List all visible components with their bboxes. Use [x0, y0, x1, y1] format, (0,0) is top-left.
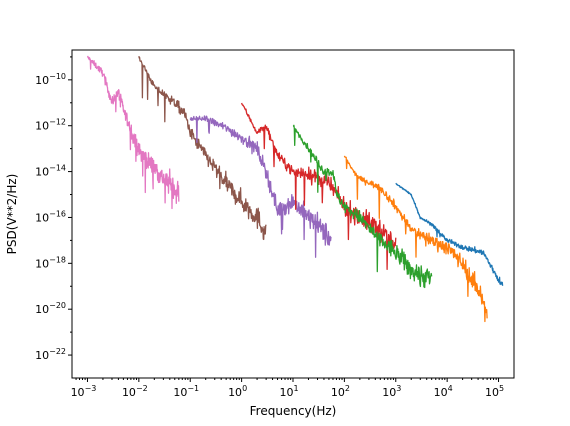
y-tick-label-6: 10−22: [35, 347, 66, 362]
plot-frame: [71, 49, 515, 379]
y-axis-ticks: 10−10 10−12 10−14 10−16 10−18 10−20 10−22: [35, 56, 72, 362]
y-tick-label-3: 10−16: [35, 209, 66, 224]
x-tick-label-2: 10−1: [173, 384, 199, 399]
x-tick-label-7: 104: [434, 384, 453, 399]
x-tick-label-8: 105: [485, 384, 504, 399]
series-layer: [86, 55, 504, 323]
y-tick-label-2: 10−14: [35, 164, 66, 179]
series-line-7: [395, 182, 504, 286]
series-line-5: [292, 124, 433, 289]
x-tick-label-1: 10−2: [122, 384, 148, 399]
x-tick-label-5: 102: [331, 384, 350, 399]
x-tick-label-0: 10−3: [71, 384, 97, 399]
y-tick-label-5: 10−20: [35, 301, 66, 316]
y-tick-label-1: 10−12: [35, 118, 66, 133]
series-line-4: [240, 102, 397, 271]
x-axis-ticks: 10−3 10−2 10−1 100 101 102 103 104 105: [71, 378, 504, 399]
x-tick-label-6: 103: [382, 384, 401, 399]
y-tick-label-0: 10−10: [35, 72, 66, 87]
x-axis-label: Frequency(Hz): [250, 404, 337, 418]
y-tick-label-4: 10−18: [35, 255, 66, 270]
x-tick-label-3: 100: [228, 384, 247, 399]
x-tick-label-4: 101: [279, 384, 298, 399]
y-axis-label: PSD(V**2/Hz): [5, 174, 19, 255]
series-line-2: [138, 55, 267, 241]
series-line-3: [189, 115, 332, 258]
series-line-6: [343, 155, 488, 323]
series-line-1: [86, 55, 180, 210]
